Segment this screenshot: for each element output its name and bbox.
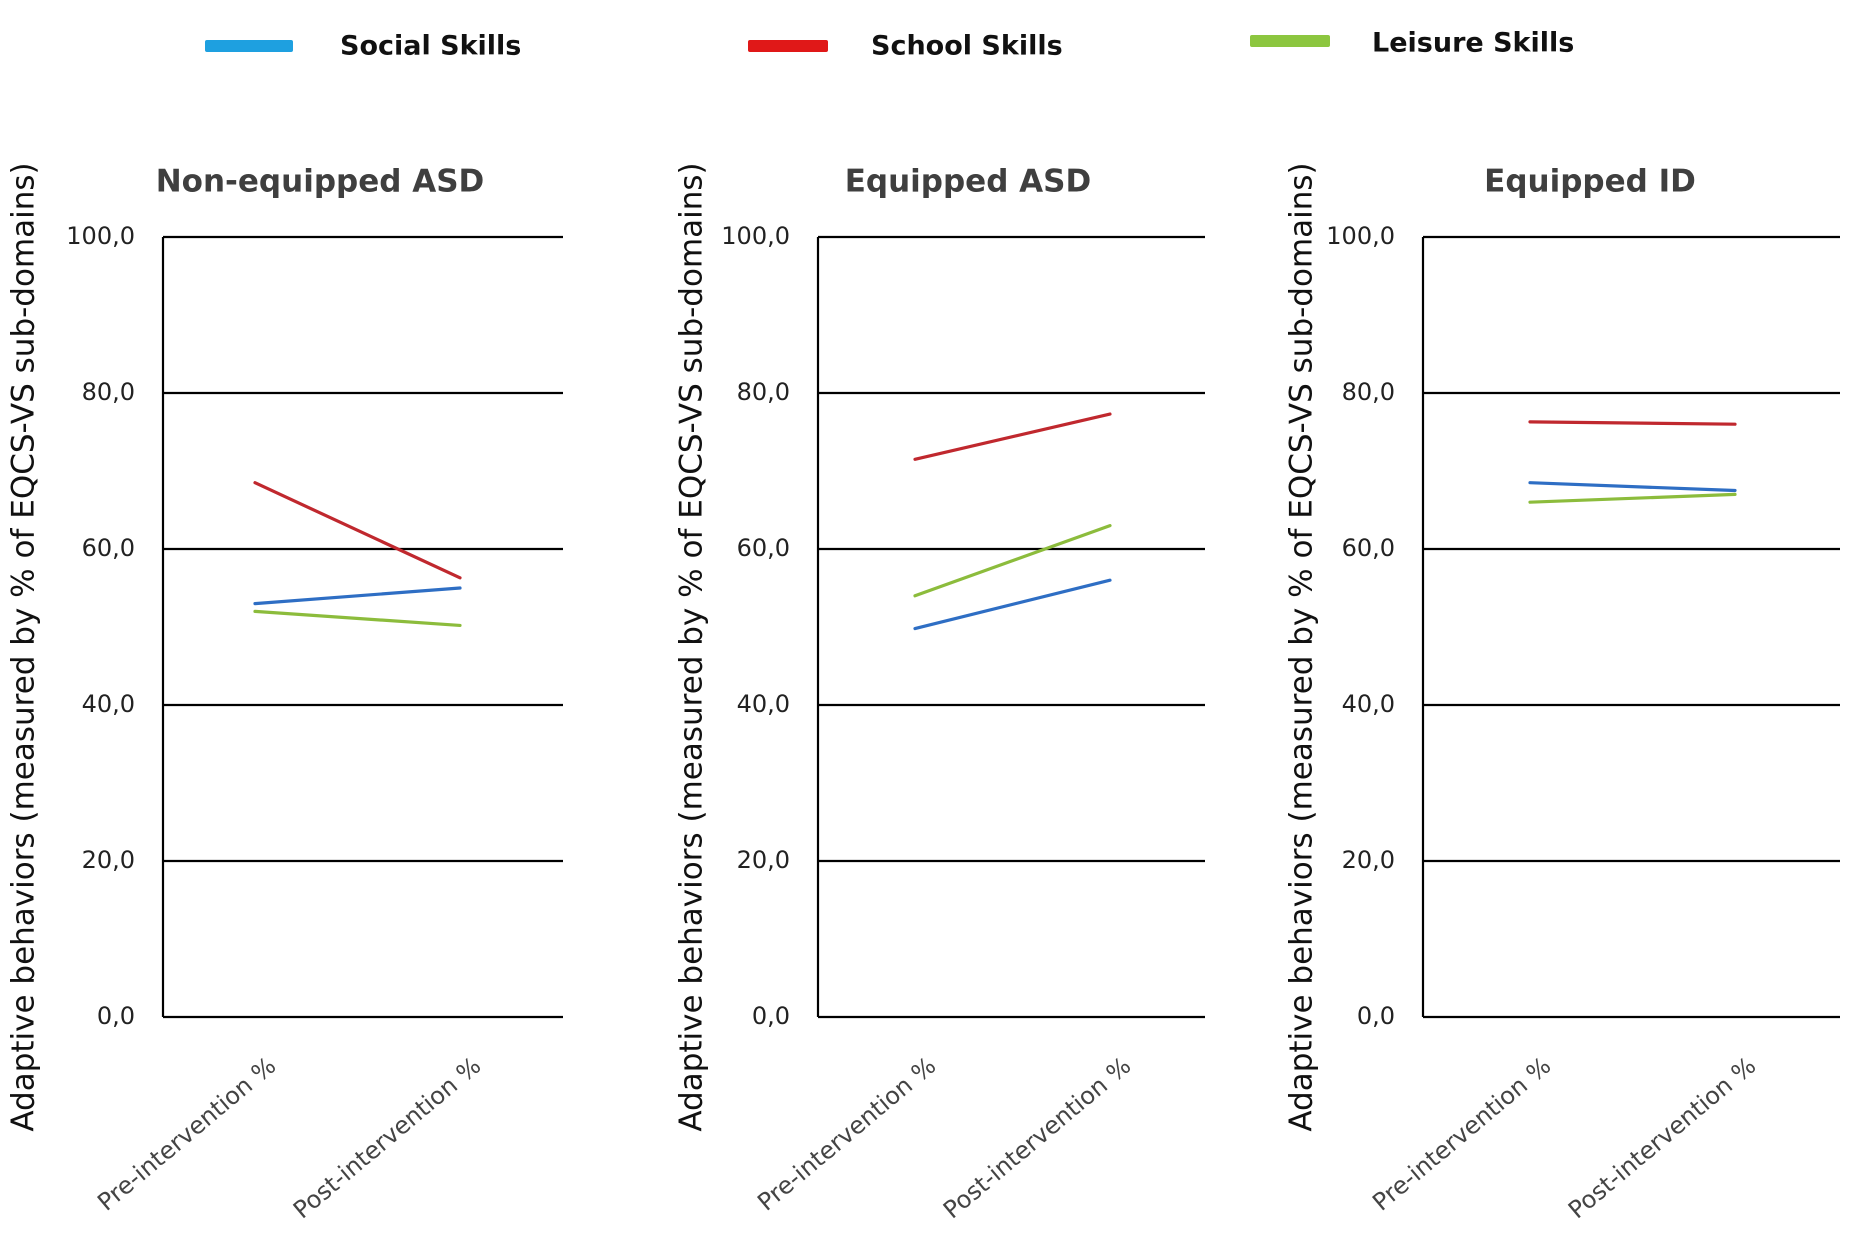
chart-panel-3: Equipped ID Adaptive behaviors (measured …	[1284, 162, 1840, 1225]
legend-item-leisure: Leisure Skills	[1250, 28, 1574, 59]
y-tick-label: 100,0	[66, 222, 135, 250]
y-tick-label: 80,0	[82, 378, 135, 406]
series-line-social	[1528, 481, 1737, 493]
x-tick-label: Pre-intervention %	[1367, 1052, 1556, 1217]
y-tick-label: 60,0	[82, 534, 135, 562]
y-tick-label: 0,0	[1357, 1002, 1395, 1030]
y-tick-label: 80,0	[737, 378, 790, 406]
chart-title: Equipped ASD	[845, 164, 1092, 200]
legend: Social Skills School Skills Leisure Skil…	[205, 28, 1574, 62]
legend-item-social: Social Skills	[205, 31, 521, 62]
y-tick-label: 40,0	[1342, 690, 1395, 718]
series-line-school	[253, 481, 462, 580]
legend-label-social: Social Skills	[340, 31, 521, 62]
y-tick-label: 20,0	[82, 846, 135, 874]
y-axis-label: Adaptive behaviors (measured by % of EQC…	[1284, 162, 1320, 1131]
legend-swatch-social	[205, 40, 293, 52]
x-tick-label: Post-intervention %	[1563, 1052, 1761, 1225]
y-tick-label: 0,0	[97, 1002, 135, 1030]
chart-panel-2: Equipped ASD Adaptive behaviors (measured…	[674, 162, 1205, 1225]
y-tick-label: 100,0	[1326, 222, 1395, 250]
x-tick-label: Post-intervention %	[938, 1052, 1136, 1225]
x-tick-label: Pre-intervention %	[752, 1052, 941, 1217]
legend-swatch-school	[748, 40, 828, 52]
series-line-social	[253, 586, 462, 606]
series-line-leisure	[1528, 492, 1737, 504]
legend-label-leisure: Leisure Skills	[1372, 28, 1574, 59]
y-tick-label: 60,0	[737, 534, 790, 562]
chart-panels: Non-equipped ASD Adaptive behaviors (meas…	[6, 162, 1840, 1225]
chart-panel-1: Non-equipped ASD Adaptive behaviors (meas…	[6, 162, 563, 1225]
y-axis-label: Adaptive behaviors (measured by % of EQC…	[674, 162, 710, 1131]
chart-title: Non-equipped ASD	[156, 164, 485, 200]
legend-swatch-leisure	[1250, 35, 1330, 47]
series-line-leisure	[913, 523, 1112, 598]
series-line-social	[913, 578, 1112, 631]
y-tick-label: 20,0	[737, 846, 790, 874]
x-tick-label: Post-intervention %	[288, 1052, 486, 1225]
series-line-school	[913, 412, 1112, 461]
x-tick-label: Pre-intervention %	[92, 1052, 281, 1217]
series-line-school	[1528, 420, 1737, 426]
y-tick-label: 20,0	[1342, 846, 1395, 874]
y-tick-label: 0,0	[752, 1002, 790, 1030]
y-tick-label: 60,0	[1342, 534, 1395, 562]
y-tick-label: 100,0	[721, 222, 790, 250]
y-tick-label: 40,0	[82, 690, 135, 718]
y-tick-label: 80,0	[1342, 378, 1395, 406]
y-tick-label: 40,0	[737, 690, 790, 718]
series-line-leisure	[253, 609, 462, 628]
legend-item-school: School Skills	[748, 31, 1063, 62]
chart-title: Equipped ID	[1484, 164, 1696, 200]
legend-label-school: School Skills	[871, 31, 1063, 62]
y-axis-label: Adaptive behaviors (measured by % of EQC…	[6, 162, 42, 1131]
